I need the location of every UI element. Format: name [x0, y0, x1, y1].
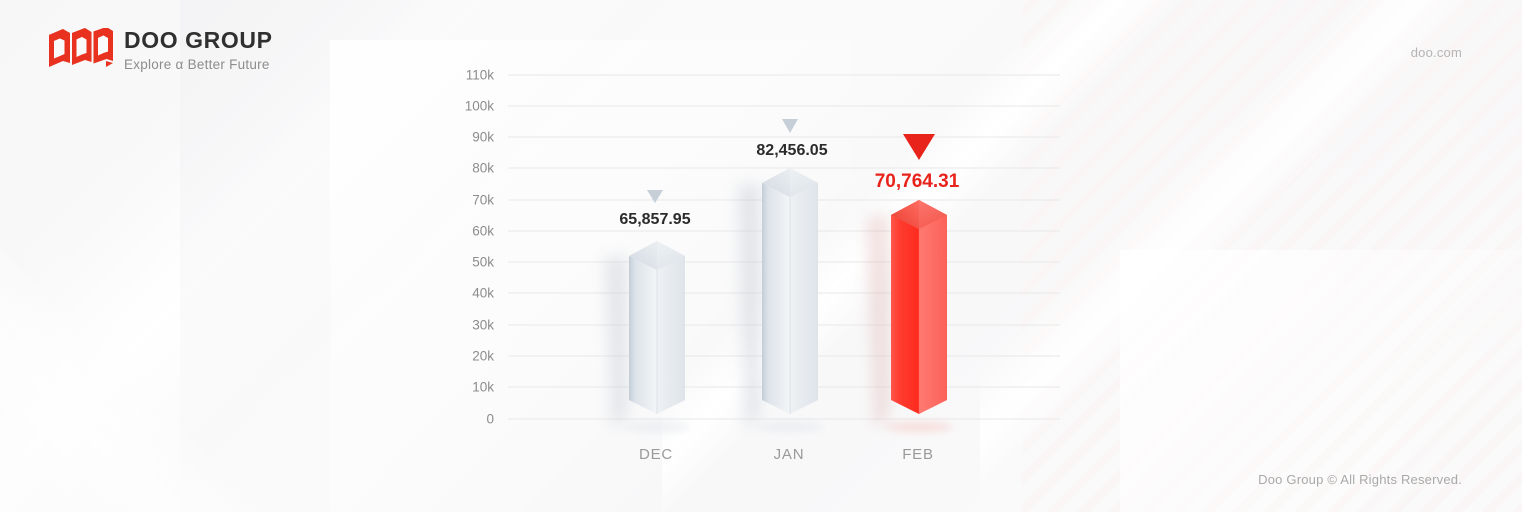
bar-face-front-jan — [762, 168, 790, 414]
x-category-label-dec: DEC — [639, 446, 673, 463]
bar-face-top-left-jan — [762, 168, 790, 197]
bar-face-top-left-dec — [629, 241, 657, 270]
bar-face-front-feb — [891, 200, 919, 414]
triangle-down-icon — [903, 134, 935, 160]
brand-logo[interactable]: DOO GROUP Explore α Better Future — [48, 28, 273, 72]
y-tick-label: 60k — [472, 224, 494, 239]
y-tick-label: 70k — [472, 193, 494, 208]
bar-group-jan[interactable]: 82,456.05 JAN — [737, 119, 828, 463]
triangle-down-icon — [647, 190, 663, 203]
y-axis-ticks: 110k 100k 90k 80k 70k 60k 50k 40k 30k 20… — [465, 68, 495, 427]
bar-face-side-feb — [919, 200, 947, 414]
brand-title: DOO GROUP — [124, 27, 273, 53]
bar-shadow-feb — [866, 215, 890, 430]
bar-value-label-jan: 82,456.05 — [756, 142, 827, 159]
y-tick-label: 40k — [472, 286, 494, 301]
bar-reflection-feb — [885, 422, 953, 432]
bar-reflection-jan — [756, 422, 824, 432]
site-url: doo.com — [1410, 45, 1462, 60]
y-tick-label: 20k — [472, 349, 494, 364]
y-tick-label: 100k — [465, 99, 495, 114]
y-tick-label: 90k — [472, 130, 494, 145]
y-tick-label: 0 — [486, 412, 494, 427]
brand-tagline: Explore α Better Future — [124, 57, 270, 72]
bar-face-top-left-feb — [891, 200, 919, 229]
bar-shadow-dec — [604, 256, 628, 430]
doo-logo-mark-icon — [49, 28, 113, 67]
bar-reflection-dec — [623, 422, 691, 432]
y-tick-label: 10k — [472, 380, 494, 395]
x-category-label-feb: FEB — [902, 446, 934, 463]
y-tick-label: 80k — [472, 161, 494, 176]
x-category-label-jan: JAN — [774, 446, 805, 463]
bar-face-side-jan — [790, 168, 818, 414]
y-tick-label: 30k — [472, 318, 494, 333]
triangle-down-icon — [782, 119, 798, 133]
bar-value-label-dec: 65,857.95 — [619, 211, 690, 228]
bar-group-dec[interactable]: 65,857.95 DEC — [604, 190, 691, 463]
copyright-text: Doo Group © All Rights Reserved. — [1258, 472, 1462, 487]
bar-face-front-dec — [629, 241, 657, 414]
bar-face-side-dec — [657, 241, 685, 414]
bar-group-feb[interactable]: 70,764.31 FEB — [866, 134, 960, 463]
y-tick-label: 50k — [472, 255, 494, 270]
y-tick-label: 110k — [466, 68, 495, 83]
bar-shadow-jan — [737, 183, 761, 430]
bar-value-label-feb: 70,764.31 — [875, 171, 960, 192]
